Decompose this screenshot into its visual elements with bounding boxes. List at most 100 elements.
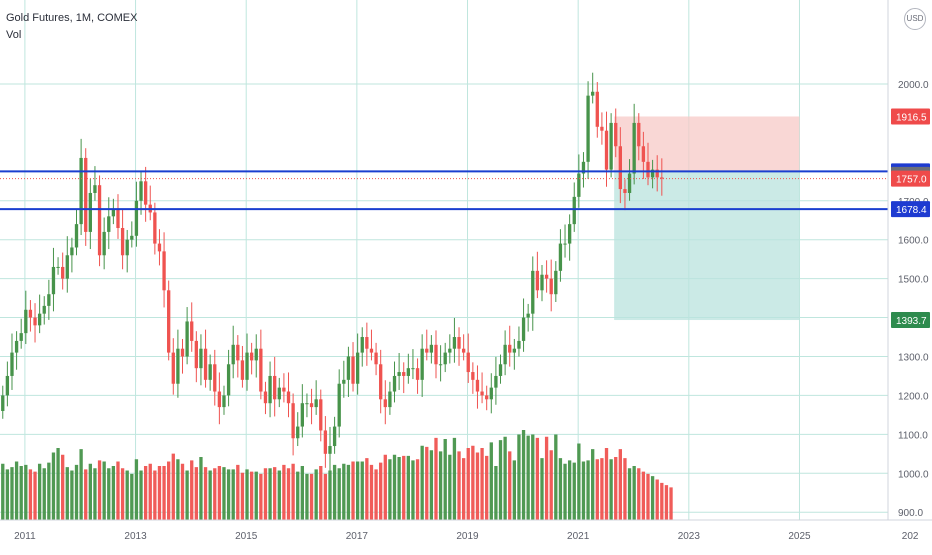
volume-bar xyxy=(591,449,595,520)
candle-body xyxy=(434,344,438,365)
candle-body xyxy=(512,348,516,353)
time-tick-label: 2019 xyxy=(456,531,479,542)
candle-body xyxy=(558,243,563,271)
volume-bar xyxy=(360,461,364,520)
volume-bar xyxy=(379,462,383,520)
candle-body xyxy=(180,348,185,357)
volume-bar xyxy=(452,437,457,520)
volume-bar xyxy=(567,460,572,520)
time-tick-label: 2023 xyxy=(678,531,701,542)
candle-body xyxy=(655,169,659,178)
volume-bar xyxy=(314,469,318,520)
candle-body xyxy=(641,146,646,162)
candle-body xyxy=(494,375,498,388)
volume-bar xyxy=(563,463,567,520)
volume-bar xyxy=(47,462,51,520)
volume-bar xyxy=(268,468,272,520)
time-tick-label: 2021 xyxy=(567,531,590,542)
candle-body xyxy=(10,352,14,376)
volume-bar xyxy=(461,458,466,520)
price-label-text[interactable]: 1757.0 xyxy=(896,175,927,186)
volume-bar xyxy=(604,448,609,520)
volume-bar xyxy=(494,466,498,520)
volume-bar xyxy=(397,457,401,520)
candle-body xyxy=(42,305,46,314)
volume-bar xyxy=(586,460,590,520)
candle-body xyxy=(586,95,590,162)
volume-bar xyxy=(162,466,166,520)
candle-body xyxy=(591,91,595,96)
volume-bar xyxy=(549,450,553,520)
candle-body xyxy=(452,337,457,349)
candle-body xyxy=(134,200,139,236)
candle-body xyxy=(485,395,489,400)
price-label-box[interactable] xyxy=(891,170,930,187)
candle-body xyxy=(236,344,240,361)
candle-body xyxy=(627,173,632,193)
volume-bar xyxy=(88,463,92,520)
volume-bar xyxy=(74,464,79,520)
price-label-text[interactable]: 1678.4 xyxy=(896,205,927,216)
candle-body xyxy=(508,344,512,353)
volume-bar xyxy=(199,457,203,520)
price-candles xyxy=(1,72,664,471)
volume-bar xyxy=(79,449,83,520)
volume-bar xyxy=(448,454,452,520)
volume-bar xyxy=(627,468,632,520)
time-tick-label: 2017 xyxy=(346,531,369,542)
volume-bar xyxy=(125,470,129,520)
price-label-box[interactable] xyxy=(891,312,930,329)
volume-bar xyxy=(70,470,74,520)
candle-body xyxy=(480,391,484,396)
candle-body xyxy=(471,372,475,380)
candle-body xyxy=(379,364,383,400)
volume-bar xyxy=(351,461,355,520)
stop-loss-zone[interactable] xyxy=(614,116,800,172)
volume-bar xyxy=(554,434,558,520)
horizontal-lines[interactable] xyxy=(0,170,888,211)
candle-body xyxy=(84,157,88,232)
volume-bar xyxy=(56,448,60,520)
volume-label[interactable]: Vol xyxy=(6,29,22,41)
volume-bar xyxy=(42,468,46,520)
candle-body xyxy=(203,348,208,380)
candle-body xyxy=(554,270,558,295)
price-label-box[interactable] xyxy=(891,108,930,125)
volume-bar xyxy=(236,464,240,520)
candle-body xyxy=(107,216,111,232)
volume-bar xyxy=(429,450,434,520)
price-label-text[interactable]: 1916.5 xyxy=(896,112,927,123)
volume-bar xyxy=(369,464,374,520)
position-zones[interactable] xyxy=(614,116,800,321)
candle-body xyxy=(402,372,406,376)
candle-body xyxy=(332,426,337,447)
take-profit-zone[interactable] xyxy=(614,171,800,321)
volume-bar xyxy=(19,466,23,520)
candle-body xyxy=(544,274,549,279)
volume-bar xyxy=(116,461,120,520)
candle-body xyxy=(369,348,374,353)
candle-body xyxy=(351,356,355,384)
symbol-title[interactable]: Gold Futures, 1M, COMEX xyxy=(6,12,138,24)
volume-bar xyxy=(420,445,424,520)
candle-body xyxy=(93,185,97,193)
candle-body xyxy=(190,321,194,341)
price-label-text[interactable]: 1393.7 xyxy=(896,316,927,327)
volume-bar xyxy=(157,466,162,520)
volume-bar xyxy=(521,430,526,520)
candle-body xyxy=(581,161,586,174)
price-axis[interactable]: 900.01000.01100.01200.01300.01400.01500.… xyxy=(887,0,932,550)
volume-bar xyxy=(600,458,604,520)
volume-bar xyxy=(143,466,148,520)
candle-body xyxy=(489,387,493,400)
price-label-box[interactable] xyxy=(891,201,930,218)
candle-body xyxy=(245,352,249,380)
volume-bar xyxy=(512,460,516,520)
currency-badge[interactable]: USD xyxy=(904,8,926,30)
volume-bar xyxy=(392,454,397,520)
volume-bar xyxy=(337,468,341,520)
time-axis[interactable]: 2011 2013 2015 2017 2019 2021 2023 2025 202 xyxy=(0,519,932,542)
volume-bar xyxy=(28,469,33,520)
